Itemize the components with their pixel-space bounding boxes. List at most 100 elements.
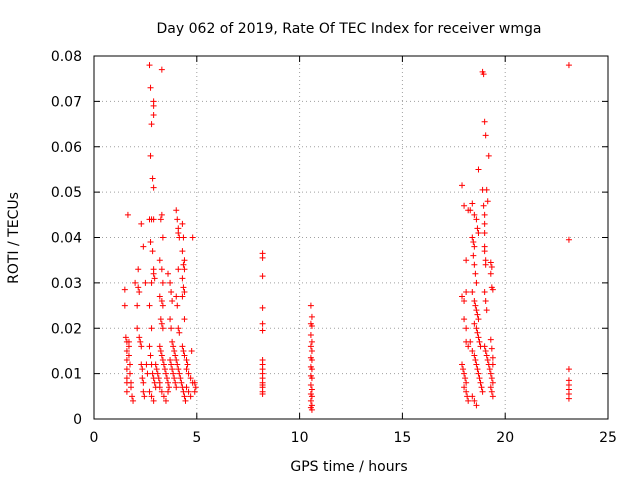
data-point	[472, 270, 479, 277]
data-point	[484, 357, 491, 364]
data-point	[175, 366, 182, 373]
data-point	[148, 279, 155, 286]
data-point	[459, 293, 466, 300]
data-point	[463, 388, 470, 395]
data-point	[482, 298, 489, 305]
data-point	[307, 397, 314, 404]
data-point	[149, 248, 156, 255]
data-point	[307, 343, 314, 350]
data-point	[481, 229, 488, 236]
data-point	[179, 275, 186, 282]
data-point	[157, 347, 164, 354]
data-point	[134, 325, 141, 332]
data-point	[463, 288, 470, 295]
data-point	[472, 302, 479, 309]
chart-title: Day 062 of 2019, Rate Of TEC Index for r…	[157, 21, 542, 37]
data-point	[475, 229, 482, 236]
data-point	[473, 307, 480, 314]
data-point	[146, 388, 153, 395]
data-point	[180, 347, 187, 354]
data-point	[124, 211, 131, 218]
data-point	[565, 395, 572, 402]
data-point	[192, 384, 199, 391]
data-point	[480, 202, 487, 209]
data-point	[482, 261, 489, 268]
data-point	[140, 379, 147, 386]
data-point	[487, 270, 494, 277]
data-point	[189, 234, 196, 241]
data-point	[489, 361, 496, 368]
data-points	[121, 62, 572, 413]
data-point	[469, 234, 476, 241]
data-point	[473, 279, 480, 286]
data-point	[148, 393, 155, 400]
data-point	[259, 254, 266, 261]
data-point	[174, 216, 181, 223]
data-point	[147, 84, 154, 91]
data-point	[481, 248, 488, 255]
data-point	[136, 288, 143, 295]
data-point	[162, 370, 169, 377]
data-point	[465, 343, 472, 350]
data-point	[308, 393, 315, 400]
data-point	[475, 166, 482, 173]
data-point	[175, 325, 182, 332]
data-point	[488, 345, 495, 352]
y-tick-label: 0	[73, 412, 82, 428]
data-point	[469, 200, 476, 207]
data-point	[123, 366, 130, 373]
data-point	[167, 357, 174, 364]
data-point	[154, 370, 161, 377]
x-tick-label: 5	[192, 430, 201, 446]
data-point	[172, 352, 179, 359]
data-point	[477, 379, 484, 386]
y-tick-labels: 0 0.01 0.02 0.03 0.04 0.05 0.06 0.07 0.08	[51, 49, 82, 428]
data-point	[461, 384, 468, 391]
data-point	[138, 220, 145, 227]
y-tick-label: 0.07	[51, 94, 82, 110]
data-point	[469, 288, 476, 295]
data-point	[461, 370, 468, 377]
data-point	[471, 261, 478, 268]
data-point	[483, 307, 490, 314]
data-point	[259, 320, 266, 327]
data-point	[474, 225, 481, 232]
data-point	[459, 361, 466, 368]
data-point	[183, 357, 190, 364]
data-point	[463, 379, 470, 386]
data-point	[485, 152, 492, 159]
data-point	[173, 384, 180, 391]
data-point	[150, 397, 157, 404]
data-point	[308, 313, 315, 320]
data-point	[172, 379, 179, 386]
data-point	[471, 298, 478, 305]
data-point	[175, 229, 182, 236]
data-point	[166, 384, 173, 391]
data-point	[471, 352, 478, 359]
data-point	[142, 279, 149, 286]
data-point	[167, 279, 174, 286]
data-point	[160, 361, 167, 368]
data-point	[132, 279, 139, 286]
data-point	[155, 375, 162, 382]
data-point	[174, 361, 181, 368]
data-point	[308, 338, 315, 345]
data-point	[488, 263, 495, 270]
x-tick-labels: 0 5 10 15 20 25	[90, 430, 617, 446]
y-tick-label: 0.01	[51, 367, 82, 383]
data-point	[465, 397, 472, 404]
data-point	[150, 102, 157, 109]
data-point	[187, 393, 194, 400]
data-point	[159, 357, 166, 364]
data-point	[179, 293, 186, 300]
data-point	[171, 375, 178, 382]
data-point	[473, 325, 480, 332]
data-point	[478, 384, 485, 391]
data-point	[167, 316, 174, 323]
data-point	[165, 270, 172, 277]
y-tick-label: 0.06	[51, 140, 82, 156]
data-point	[463, 325, 470, 332]
data-point	[308, 322, 315, 329]
data-point	[147, 239, 154, 246]
data-point	[152, 361, 159, 368]
